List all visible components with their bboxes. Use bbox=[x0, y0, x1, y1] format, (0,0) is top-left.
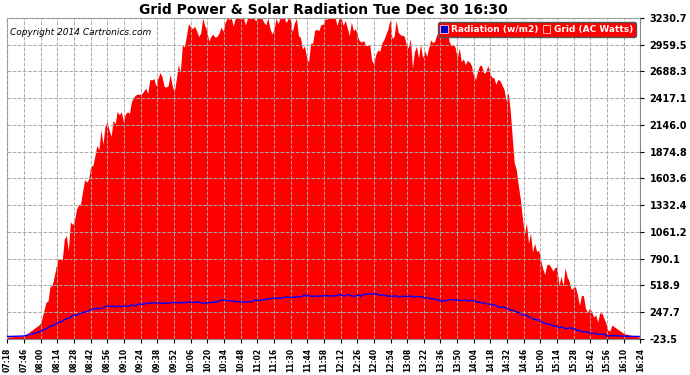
Text: Copyright 2014 Cartronics.com: Copyright 2014 Cartronics.com bbox=[10, 28, 152, 37]
Legend: Radiation (w/m2), Grid (AC Watts): Radiation (w/m2), Grid (AC Watts) bbox=[437, 22, 636, 37]
Title: Grid Power & Solar Radiation Tue Dec 30 16:30: Grid Power & Solar Radiation Tue Dec 30 … bbox=[139, 3, 509, 17]
